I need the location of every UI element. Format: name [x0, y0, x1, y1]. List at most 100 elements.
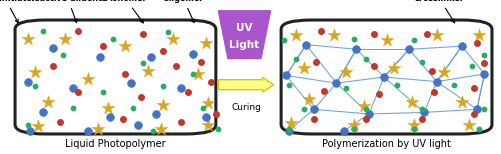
Point	[339, 130, 347, 132]
Point	[121, 73, 129, 75]
Polygon shape	[218, 11, 270, 59]
Point	[201, 42, 209, 44]
Text: photoinitiator: photoinitiator	[0, 0, 37, 23]
Point	[407, 100, 415, 103]
Point	[139, 62, 147, 64]
Point	[369, 33, 377, 35]
Point	[99, 91, 107, 94]
Point	[404, 48, 412, 51]
Point	[474, 34, 482, 37]
Point	[126, 82, 134, 84]
Point	[309, 108, 317, 111]
Point	[479, 54, 487, 57]
Point	[349, 124, 357, 126]
Point	[419, 111, 427, 114]
Point	[362, 108, 370, 111]
Text: Monomer: Monomer	[104, 0, 146, 23]
Point	[469, 87, 477, 89]
Point	[121, 45, 129, 47]
Point	[69, 107, 77, 109]
Point	[206, 80, 214, 83]
Point	[457, 45, 465, 47]
Point	[119, 117, 127, 120]
Text: Curing: Curing	[230, 103, 261, 112]
Point	[136, 96, 144, 98]
Point	[369, 65, 377, 67]
Point	[312, 60, 320, 63]
Point	[164, 31, 172, 34]
Point	[176, 87, 184, 89]
Text: Liquid Photopolymer: Liquid Photopolymer	[65, 139, 165, 149]
FancyBboxPatch shape	[281, 20, 491, 134]
Point	[196, 60, 204, 63]
Point	[469, 113, 477, 115]
Point	[39, 30, 47, 32]
Point	[59, 54, 67, 57]
Point	[24, 124, 32, 126]
Point	[474, 128, 482, 131]
Point	[204, 102, 212, 104]
Point	[189, 73, 197, 75]
Point	[467, 65, 475, 67]
Point	[96, 56, 104, 58]
Point	[362, 57, 370, 60]
Point	[49, 47, 57, 49]
Point	[39, 111, 47, 114]
Text: Reactive diluents: Reactive diluents	[29, 0, 107, 22]
Point	[429, 91, 437, 94]
Point	[382, 39, 390, 41]
Point	[204, 124, 212, 126]
Point	[332, 82, 340, 84]
Point	[449, 83, 457, 86]
Text: UV: UV	[236, 24, 252, 33]
Point	[479, 62, 487, 64]
Point	[479, 73, 487, 75]
Point	[106, 116, 114, 118]
Point	[49, 65, 57, 67]
Point	[409, 124, 417, 126]
Point	[292, 34, 300, 37]
Point	[74, 30, 82, 32]
Point	[464, 124, 472, 126]
Point	[184, 91, 192, 94]
Point	[279, 39, 287, 41]
Point	[457, 100, 465, 103]
Point	[151, 113, 159, 115]
Point	[284, 128, 292, 131]
Point	[169, 37, 177, 40]
Text: Oligomer: Oligomer	[162, 0, 203, 22]
Point	[284, 83, 292, 86]
Point	[129, 107, 137, 109]
Point	[389, 67, 397, 69]
Point	[374, 93, 382, 95]
Point	[317, 30, 325, 32]
Point	[159, 50, 167, 52]
Point	[284, 130, 292, 132]
Point	[342, 87, 350, 89]
Point	[287, 122, 295, 124]
Point	[104, 107, 112, 109]
Point	[329, 34, 337, 37]
Point	[94, 128, 102, 131]
Point	[472, 42, 480, 44]
Point	[432, 34, 440, 37]
Point	[194, 73, 202, 75]
Point	[409, 128, 417, 131]
Point	[392, 83, 400, 86]
Point	[189, 53, 197, 55]
Point	[109, 37, 117, 40]
Point	[362, 117, 370, 120]
Point	[439, 71, 447, 74]
Point	[146, 56, 154, 58]
Point	[319, 90, 327, 92]
Point	[349, 37, 357, 40]
Point	[139, 33, 147, 35]
Point	[211, 113, 219, 115]
Point	[417, 60, 425, 63]
Text: Light: Light	[229, 41, 259, 50]
Point	[134, 124, 142, 126]
Point	[44, 100, 52, 103]
Point	[69, 87, 77, 89]
Point	[24, 37, 32, 40]
Text: Crosslinker: Crosslinker	[413, 0, 464, 23]
